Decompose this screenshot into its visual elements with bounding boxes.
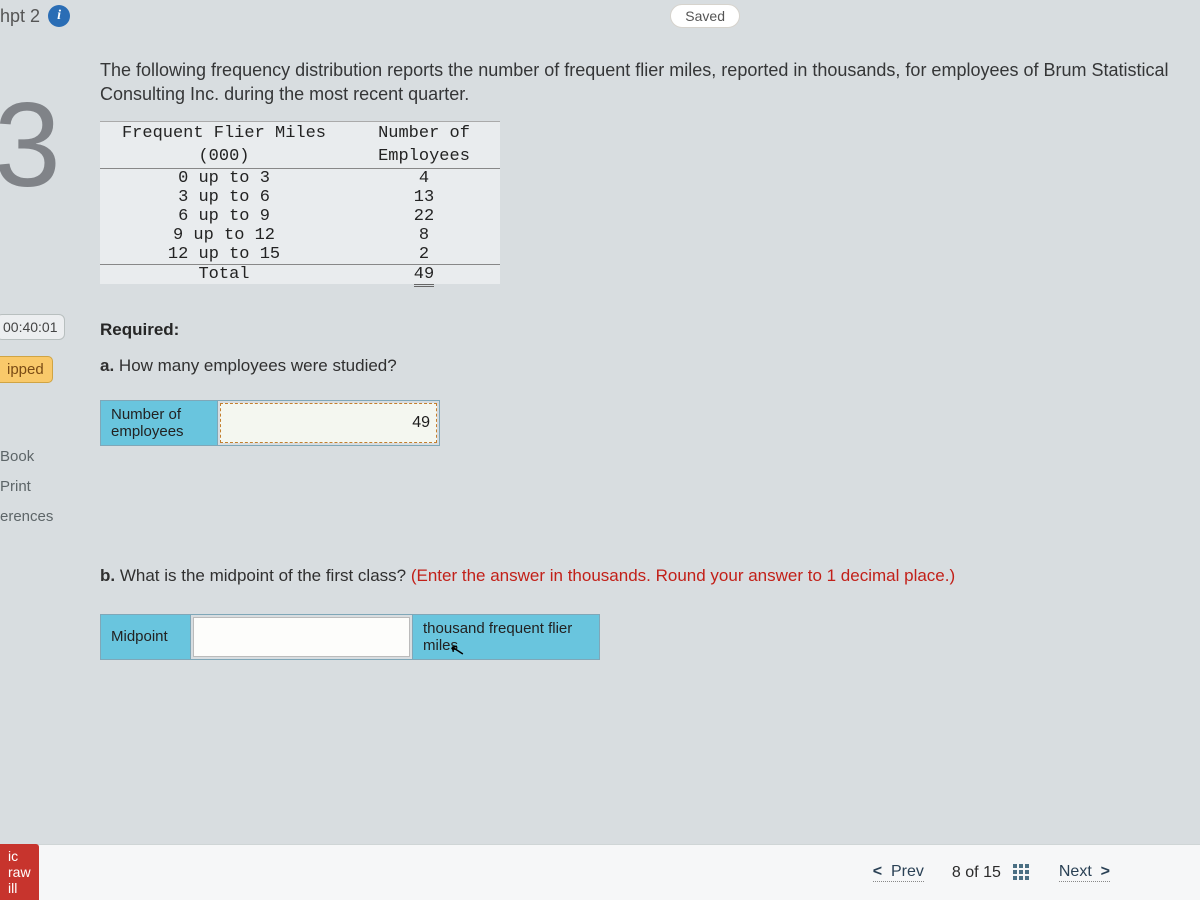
info-icon[interactable]: i <box>48 5 70 27</box>
answer-a-label: Number of employees <box>101 401 218 445</box>
sidebar-link-print[interactable]: Print <box>0 472 53 502</box>
table-col2-h1: Number of <box>348 121 500 145</box>
question-intro: The following frequency distribution rep… <box>100 58 1180 107</box>
table-total-row: Total 49 <box>100 264 500 284</box>
page-indicator: 8 of 15 <box>952 864 1031 882</box>
frequency-table: Frequent Flier Miles Number of (000) Emp… <box>100 121 500 284</box>
table-row: 3 up to 613 <box>100 188 500 207</box>
table-row: 6 up to 922 <box>100 207 500 226</box>
answer-b-input[interactable] <box>193 617 410 657</box>
saved-badge: Saved <box>670 4 740 28</box>
sidebar-link-references[interactable]: erences <box>0 502 53 532</box>
question-a: a. How many employees were studied? <box>100 356 1200 376</box>
question-number: 3 <box>0 76 61 214</box>
chapter-label: hpt 2 <box>0 6 40 27</box>
answer-b-label: Midpoint <box>101 615 191 659</box>
answer-b-suffix: thousand frequent flier miles <box>412 615 599 659</box>
answer-b-row: Midpoint thousand frequent flier miles <box>100 614 600 660</box>
answer-a-row: Number of employees <box>100 400 440 446</box>
footer-nav: < Prev 8 of 15 Next > <box>0 844 1200 900</box>
table-row: 12 up to 152 <box>100 245 500 265</box>
corner-tab[interactable]: ic raw ill <box>0 844 39 900</box>
table-col1-h1: Frequent Flier Miles <box>100 121 348 145</box>
question-b: b. What is the midpoint of the first cla… <box>100 566 1200 586</box>
table-col1-h2: (000) <box>100 145 348 169</box>
sidebar-link-book[interactable]: Book <box>0 442 53 472</box>
table-col2-h2: Employees <box>348 145 500 169</box>
answer-a-input[interactable] <box>220 403 437 443</box>
timer: 00:40:01 <box>0 314 65 340</box>
required-heading: Required: <box>100 320 1200 340</box>
table-row: 0 up to 34 <box>100 168 500 188</box>
prev-button[interactable]: < Prev <box>873 863 924 882</box>
grid-icon[interactable] <box>1013 864 1031 882</box>
skipped-badge: ipped <box>0 356 53 383</box>
table-row: 9 up to 128 <box>100 226 500 245</box>
next-button[interactable]: Next > <box>1059 863 1110 882</box>
